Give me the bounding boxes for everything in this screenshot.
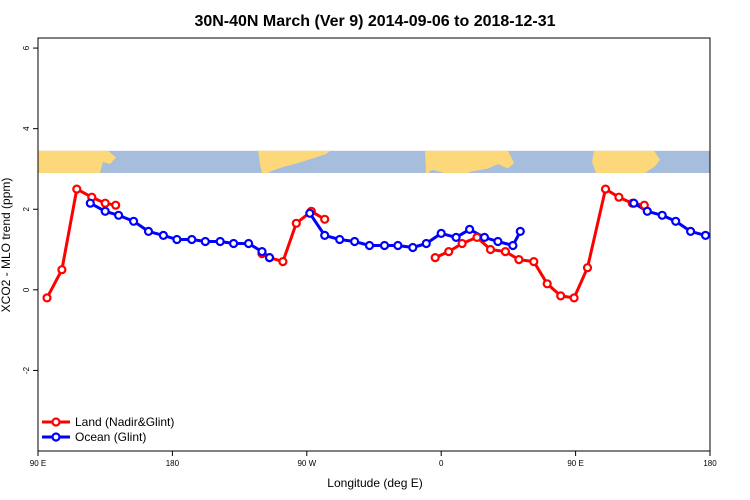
data-point (364, 240, 375, 251)
data-point (408, 242, 418, 253)
data-point (451, 232, 461, 242)
data-point (57, 265, 67, 275)
series-line (308, 212, 522, 249)
data-point (244, 238, 254, 249)
data-point (444, 247, 454, 257)
map-land (592, 150, 660, 173)
x-axis-label: Longitude (deg E) (327, 476, 422, 490)
series-lines (45, 187, 706, 300)
data-point (642, 206, 652, 216)
legend: Land (Nadir&Glint)Ocean (Glint) (42, 415, 174, 444)
data-point (657, 210, 667, 220)
x-tick-label: 90 E (30, 459, 46, 468)
data-point (485, 244, 496, 255)
data-point (542, 279, 552, 289)
data-point (600, 184, 611, 194)
data-point (472, 232, 482, 242)
y-tick-label: 0 (22, 287, 31, 292)
data-point (379, 240, 390, 251)
map-land (258, 150, 330, 173)
legend-label: Ocean (Glint) (75, 430, 146, 444)
legend-swatch-marker (51, 432, 61, 442)
data-point (493, 236, 503, 247)
data-point (113, 210, 124, 220)
y-tick-label: 2 (22, 206, 31, 211)
data-point (529, 257, 539, 267)
data-point (264, 253, 275, 263)
data-point (229, 238, 239, 249)
data-point (200, 236, 210, 247)
data-point (278, 257, 288, 267)
data-point (465, 224, 475, 234)
data-point (436, 228, 446, 238)
data-point (320, 230, 330, 240)
map-ocean (38, 150, 710, 173)
y-tick-label: 4 (22, 126, 31, 131)
data-point (514, 255, 524, 265)
data-point (111, 200, 121, 210)
data-point (100, 198, 110, 208)
y-tick-label: 6 (22, 45, 31, 50)
data-point (42, 293, 52, 303)
legend-label: Land (Nadir&Glint) (75, 415, 174, 429)
x-tick-label: 90 W (297, 459, 316, 468)
data-point (700, 230, 711, 240)
y-ticks: -2 0 2 4 6 (22, 45, 38, 374)
data-point (421, 238, 431, 249)
map-land (425, 150, 514, 173)
x-tick-label: 180 (703, 459, 717, 468)
data-point (257, 247, 267, 257)
data-point (556, 291, 566, 301)
data-point (614, 192, 624, 202)
y-tick-label: -2 (22, 366, 31, 374)
data-point (85, 198, 95, 208)
data-point (100, 206, 110, 216)
data-point (172, 234, 182, 245)
data-point (582, 263, 593, 273)
y-axis-label: XCO2 - MLO trend (ppm) (0, 178, 13, 313)
data-point (158, 230, 168, 240)
x-tick-label: 90 E (567, 459, 583, 468)
data-point (629, 198, 639, 208)
data-point (569, 293, 579, 303)
data-point (500, 247, 510, 257)
data-point (129, 216, 139, 226)
series-line (434, 187, 645, 300)
map-land (38, 150, 116, 173)
data-point (305, 208, 315, 218)
x-ticks: 90 E 180 90 W 0 90 E 180 (30, 451, 717, 468)
plot-frame (37, 37, 711, 452)
data-point (335, 234, 345, 245)
data-point (479, 232, 490, 242)
data-point (215, 236, 225, 247)
data-point (393, 240, 403, 251)
data-point (685, 226, 696, 236)
x-tick-label: 0 (439, 459, 444, 468)
data-point (508, 240, 518, 251)
legend-swatch-marker (51, 417, 61, 427)
data-point (430, 253, 440, 263)
x-tick-label: 180 (166, 459, 180, 468)
data-point (291, 218, 301, 228)
series-points (42, 184, 711, 303)
data-point (515, 226, 525, 236)
data-point (671, 216, 681, 226)
data-point (350, 236, 360, 247)
data-point (72, 184, 82, 194)
data-point (457, 238, 467, 249)
map-band (38, 150, 710, 173)
data-point (187, 234, 197, 245)
data-point (143, 226, 154, 236)
data-point (320, 214, 330, 224)
chart-title: 30N-40N March (Ver 9) 2014-09-06 to 2018… (194, 13, 555, 30)
